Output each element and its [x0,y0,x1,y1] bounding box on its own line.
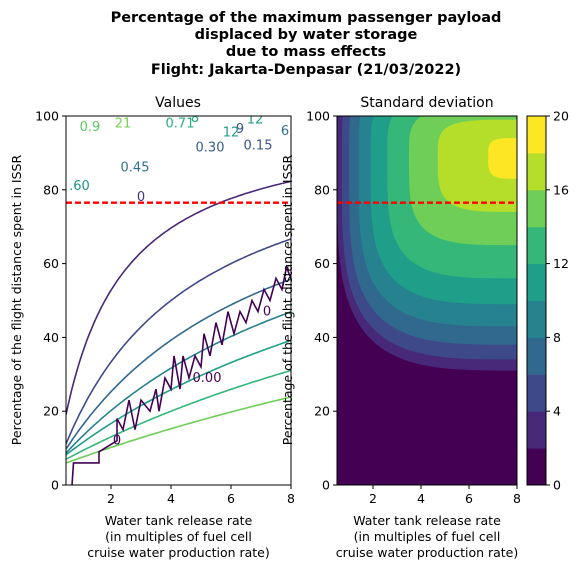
colorbar-tick-label-4: 4 [553,404,561,419]
values-ytick-label-60: 60 [43,256,59,271]
contour-line-3 [66,278,291,450]
contour-label-12: 12 [223,126,240,141]
contour-label-9: 0.9 [80,120,101,135]
contour-line-1 [66,180,291,415]
colorbar-tick-label-8: 8 [553,330,561,345]
values-xtick-label-2: 2 [107,491,115,506]
std-ytick-label-100: 100 [306,109,330,124]
colorbar-tick-label-0: 0 [553,478,561,493]
values-axes-frame [65,115,292,486]
colorbar-band-5 [527,263,546,301]
colorbar: 0 4 8 12 16 20 [526,109,569,493]
std-axes-frame [336,115,518,486]
colorbar-tick-label-20: 20 [553,109,569,124]
values-ytick-label-100: 100 [35,109,59,124]
contour-label-7: 0.45 [121,161,150,176]
values-ytick-label-40: 40 [43,330,59,345]
contour-label-16: 6 [281,124,289,139]
std-ytick-label-40: 40 [314,330,330,345]
values-plot-area: 0 0 0.00 0 0.15 0.30 0.45 .60 0.9 21 0.71 12 12 8 9 6 [66,111,291,485]
colorbar-band-0 [527,448,546,486]
std-ytick-label-0: 0 [322,478,330,493]
contour-label-1: 0 [113,434,121,449]
figure-title-line-3: due to mass effects [226,44,386,60]
std-xlabel-line-2: (in multiples of fuel cell [354,529,501,544]
std-ylabel: Percentage of the flight distance spent … [280,155,295,446]
std-xtick-label-2: 2 [369,491,377,506]
values-xlabel-line-2: (in multiples of fuel cell [105,529,252,544]
values-panel-title: Values [155,95,201,111]
values-ytick-label-20: 20 [43,404,59,419]
contour-line-2 [66,238,291,445]
colorbar-band-6 [527,226,546,265]
figure-title-line-1: Percentage of the maximum passenger payl… [111,10,502,26]
contour-line-6 [66,369,291,461]
values-ytick-label-80: 80 [43,182,59,197]
values-xlabel-line-1: Water tank release rate [105,513,253,528]
contour-label-5: 0.15 [244,139,273,154]
std-xlabel-line-1: Water tank release rate [353,513,501,528]
std-ytick-label-20: 20 [314,404,330,419]
contour-label-2: 0 [137,190,145,205]
values-ytick-label-0: 0 [51,478,59,493]
colorbar-band-9 [527,116,546,154]
values-xtick-label-8: 8 [287,491,295,506]
std-plot-area [337,116,517,485]
values-xtick-label-6: 6 [227,491,235,506]
values-xtick-label-4: 4 [167,491,175,506]
figure-title: Percentage of the maximum passenger payl… [111,10,502,78]
std-xlabel-line-3: cruise water production rate) [336,545,519,560]
contour-label-14: 8 [191,111,199,126]
figure-title-line-4: Flight: Jakarta-Denpasar (21/03/2022) [151,62,461,78]
colorbar-band-4 [527,300,546,338]
std-fill-level-9 [488,138,517,179]
contour-label-13: 12 [247,113,264,128]
colorbar-frame [526,115,547,486]
colorbar-band-2 [527,374,546,412]
colorbar-band-7 [527,189,546,228]
std-xtick-label-4: 4 [417,491,425,506]
std-panel-title: Standard deviation [360,95,493,111]
contour-label-8: .60 [69,179,90,194]
std-xtick-label-6: 6 [465,491,473,506]
contour-label-6: 0.30 [196,140,225,155]
std-ytick-label-80: 80 [314,182,330,197]
contour-label-3: 0.00 [193,371,222,386]
contour-label-11: 0.71 [166,116,195,131]
contour-label-4: 0 [263,305,271,320]
colorbar-band-1 [527,411,546,449]
std-ytick-label-60: 60 [314,256,330,271]
std-xtick-label-8: 8 [513,491,521,506]
values-xlabel-line-3: cruise water production rate) [87,545,270,560]
values-ylabel: Percentage of the flight distance spent … [9,155,24,446]
contour-line-zero [71,264,291,485]
colorbar-band-3 [527,337,546,375]
colorbar-tick-label-12: 12 [553,256,569,271]
colorbar-tick-label-16: 16 [553,182,569,197]
contour-line-4 [66,311,291,454]
figure-title-line-2: displaced by water storage [195,27,418,43]
contour-label-10: 21 [115,116,132,131]
contour-line-5 [66,339,291,456]
values-panel: Values 0 0 0.00 0 0.15 0.30 0.45 .60 0.9 21 0.71 12… [9,95,295,560]
colorbar-band-8 [527,152,546,191]
contour-label-15: 9 [236,122,244,137]
